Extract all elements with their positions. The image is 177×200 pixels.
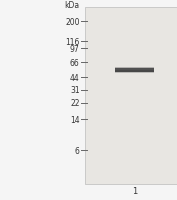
Text: kDa: kDa — [65, 1, 80, 9]
Text: 116: 116 — [65, 38, 80, 47]
Text: 31: 31 — [70, 86, 80, 95]
Text: 14: 14 — [70, 115, 80, 124]
Text: 66: 66 — [70, 58, 80, 67]
Text: 97: 97 — [70, 44, 80, 53]
Text: 22: 22 — [70, 99, 80, 108]
Text: 200: 200 — [65, 18, 80, 27]
Bar — [85, 8, 177, 184]
Text: 1: 1 — [132, 187, 137, 195]
Bar — [115, 69, 154, 72]
Bar — [115, 70, 154, 73]
Text: 6: 6 — [75, 146, 80, 155]
Text: 44: 44 — [70, 73, 80, 82]
Bar — [115, 68, 154, 71]
